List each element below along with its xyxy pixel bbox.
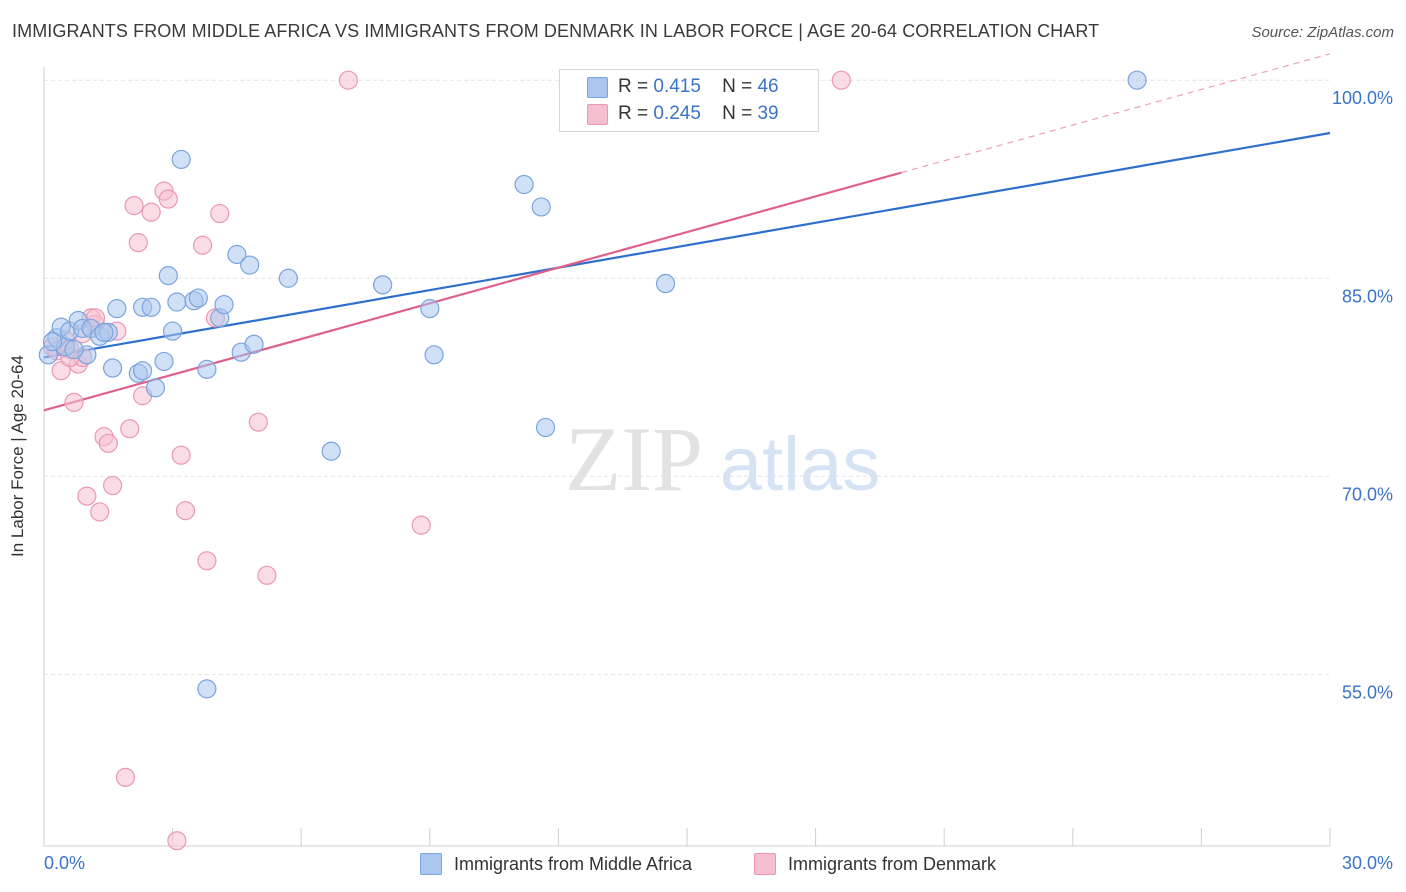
n-value: 39 <box>757 103 779 124</box>
point-middle-africa <box>227 244 247 265</box>
point-middle-africa <box>64 339 84 360</box>
n-label: N = <box>722 103 753 124</box>
point-middle-africa <box>1127 70 1147 90</box>
n-label: N = <box>722 76 753 97</box>
bottom-legend-swatch-blue <box>420 853 442 875</box>
point-denmark <box>77 486 97 506</box>
point-denmark <box>115 767 136 787</box>
point-middle-africa <box>188 288 208 308</box>
r-label: R = <box>618 76 649 97</box>
point-middle-africa <box>94 322 114 342</box>
point-middle-africa <box>154 351 174 372</box>
bottom-legend-label: Immigrants from Denmark <box>788 853 997 874</box>
point-middle-africa <box>321 441 341 461</box>
point-middle-africa <box>244 334 264 354</box>
legend-text: R = 0.415 N = 46 <box>618 76 779 98</box>
point-middle-africa <box>420 299 440 319</box>
chart-title: IMMIGRANTS FROM MIDDLE AFRICA VS IMMIGRA… <box>12 21 1100 41</box>
point-denmark <box>167 831 187 851</box>
r-label: R = <box>618 103 649 124</box>
point-middle-africa <box>214 295 234 315</box>
n-value: 46 <box>757 76 779 97</box>
point-middle-africa <box>655 273 676 294</box>
r-value: 0.415 <box>653 76 701 97</box>
legend-swatch-blue <box>587 76 608 98</box>
point-denmark <box>175 501 196 521</box>
point-middle-africa <box>278 268 298 288</box>
point-denmark <box>248 412 268 432</box>
x-tick-label: 0.0% <box>44 853 85 873</box>
point-middle-africa <box>373 275 393 295</box>
point-denmark <box>102 475 123 496</box>
point-denmark <box>411 515 431 535</box>
point-middle-africa <box>141 297 161 317</box>
point-denmark <box>124 196 144 216</box>
trend-line-denmark-extrapolated <box>901 53 1331 174</box>
watermark-atlas: atlas <box>720 422 881 507</box>
bottom-legend-denmark: Immigrants from Denmark <box>754 852 996 876</box>
bottom-legend-label: Immigrants from Middle Africa <box>454 853 693 874</box>
point-denmark <box>98 433 118 453</box>
y-tick-label: 55.0% <box>1342 682 1393 702</box>
point-middle-africa <box>163 321 183 341</box>
y-axis-label: In Labor Force | Age 20-64 <box>8 355 27 557</box>
point-denmark <box>128 233 148 253</box>
point-denmark <box>90 502 110 522</box>
stats-legend: R = 0.415 N = 46 R = 0.245 N = 39 <box>559 69 819 132</box>
source-credit: Source: ZipAtlas.com <box>1251 24 1394 41</box>
trend-line-middle-africa <box>43 131 1331 359</box>
point-denmark <box>64 392 84 412</box>
point-denmark <box>141 202 161 222</box>
point-middle-africa <box>167 292 187 312</box>
bottom-legend-swatch-pink <box>754 853 776 875</box>
point-middle-africa <box>197 679 217 699</box>
point-middle-africa <box>240 255 260 275</box>
point-middle-africa <box>171 149 191 170</box>
point-middle-africa <box>107 299 127 319</box>
y-tick-label: 70.0% <box>1342 484 1393 504</box>
point-middle-africa <box>158 266 178 286</box>
x-tick-label: 30.0% <box>1342 853 1393 873</box>
bottom-legend-middle-africa: Immigrants from Middle Africa <box>420 852 692 876</box>
point-middle-africa <box>145 378 166 398</box>
point-middle-africa <box>531 197 551 217</box>
point-middle-africa <box>424 345 444 365</box>
point-denmark <box>197 551 217 571</box>
point-denmark <box>171 445 191 465</box>
point-denmark <box>338 70 358 90</box>
trend-line-denmark <box>43 171 902 412</box>
point-middle-africa <box>102 358 123 378</box>
r-value: 0.245 <box>653 103 701 124</box>
point-middle-africa <box>132 361 153 381</box>
point-middle-africa <box>197 359 217 379</box>
point-middle-africa <box>514 174 534 195</box>
point-denmark <box>120 419 140 439</box>
y-tick-label: 85.0% <box>1342 286 1393 306</box>
legend-swatch-pink <box>587 103 608 125</box>
watermark-zip: ZIP <box>565 408 703 510</box>
y-tick-label: 100.0% <box>1332 88 1393 108</box>
point-middle-africa <box>42 332 63 352</box>
point-denmark <box>210 203 230 224</box>
legend-text: R = 0.245 N = 39 <box>618 103 779 125</box>
point-denmark <box>158 189 178 209</box>
point-denmark <box>193 235 213 255</box>
point-denmark <box>831 70 851 90</box>
point-middle-africa <box>535 417 556 438</box>
point-denmark <box>257 565 277 585</box>
